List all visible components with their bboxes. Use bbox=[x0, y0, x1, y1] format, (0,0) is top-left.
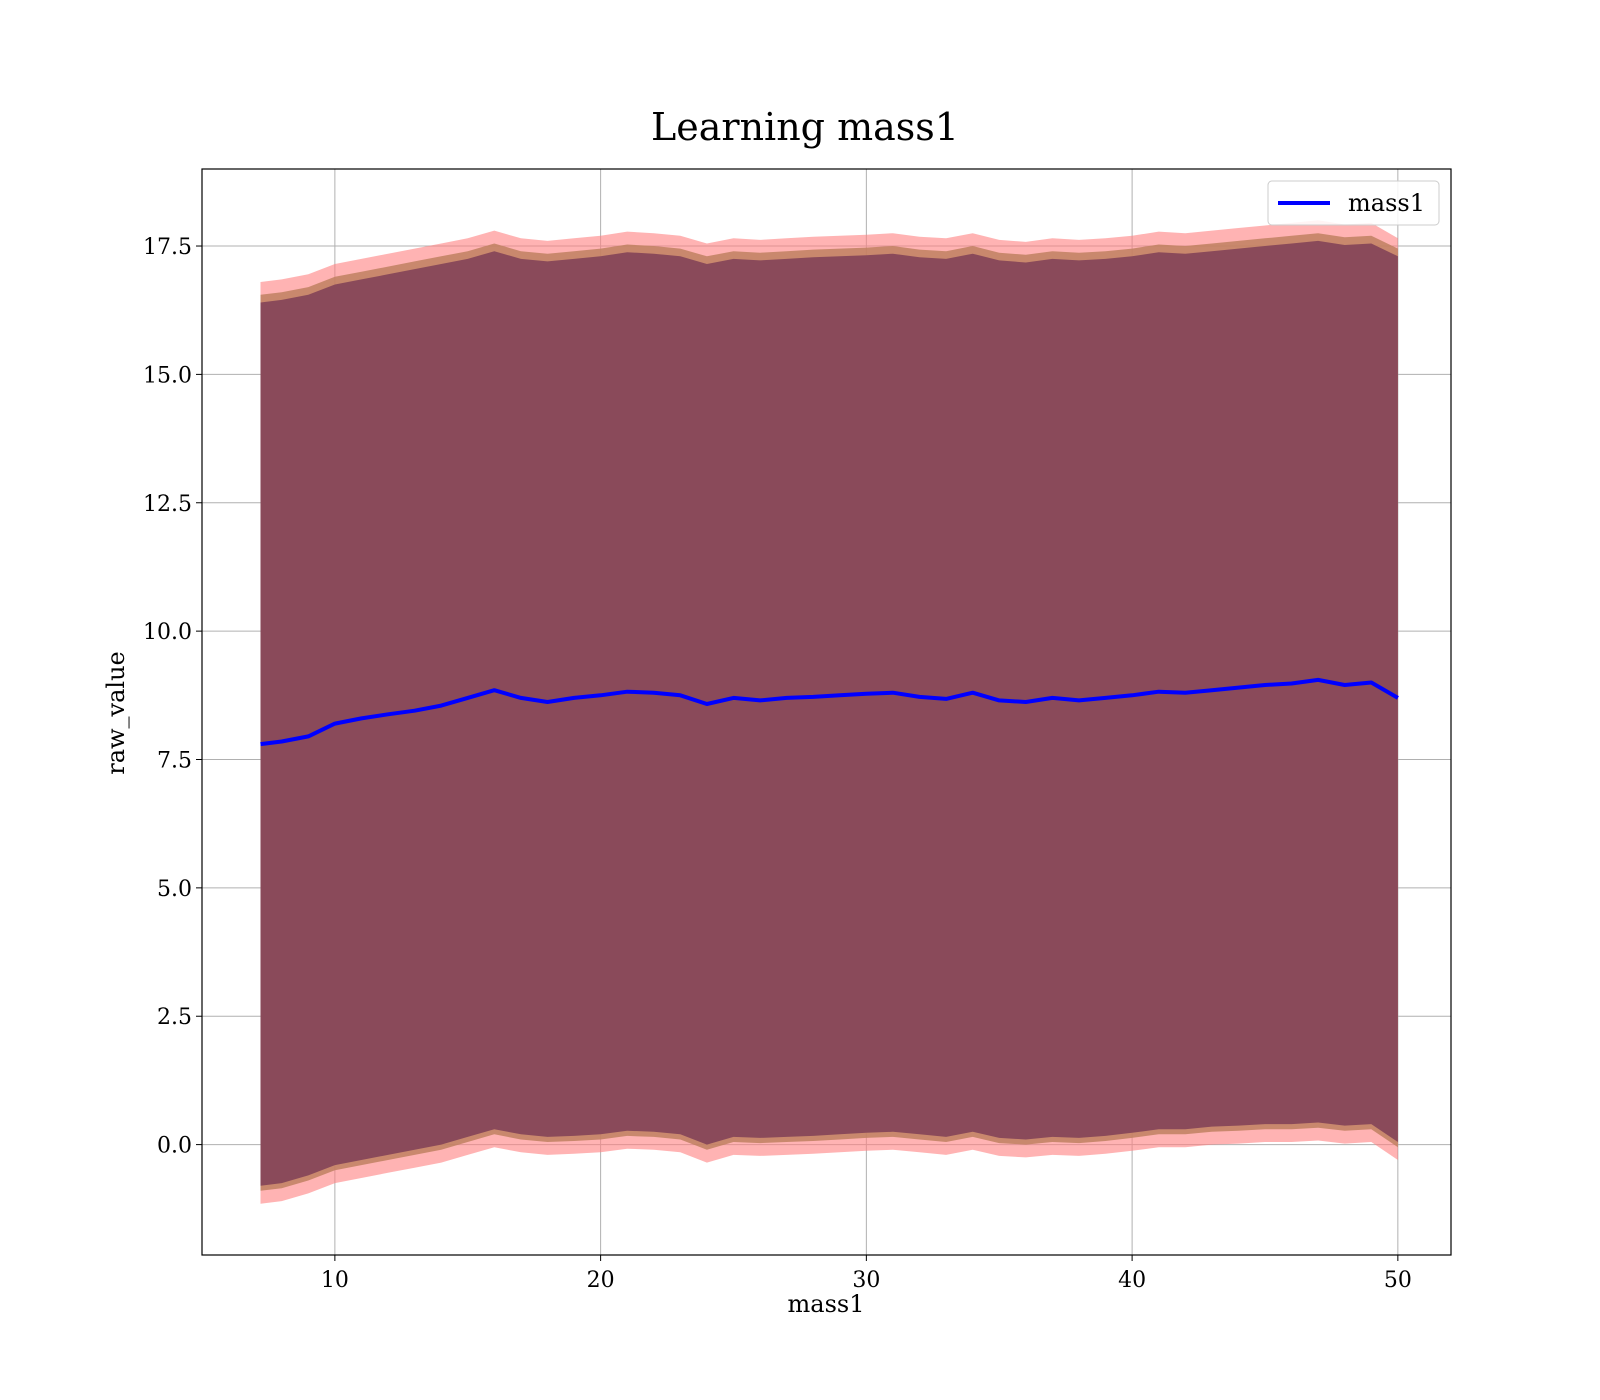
y-tick-label: 15.0 bbox=[143, 363, 192, 388]
legend: mass1 bbox=[1267, 180, 1440, 226]
data-series bbox=[260, 677, 1399, 747]
plot-frame bbox=[201, 168, 1452, 1256]
legend-label-mass1: mass1 bbox=[1348, 189, 1425, 217]
legend-box bbox=[1267, 180, 1440, 226]
x-tick-label: 10 bbox=[321, 1268, 349, 1293]
y-tick-label: 17.5 bbox=[143, 235, 192, 260]
y-tick-label: 7.5 bbox=[157, 748, 192, 773]
y-tick-label: 12.5 bbox=[143, 492, 192, 517]
y-tick-label: 2.5 bbox=[157, 1005, 192, 1030]
x-axis-label: mass1 bbox=[788, 1290, 865, 1318]
x-axis-ticks: 10 20 30 40 50 bbox=[321, 1255, 1412, 1293]
chart-title: Learning mass1 bbox=[651, 105, 959, 149]
x-tick-label: 20 bbox=[587, 1268, 615, 1293]
y-axis-ticks: 0.0 2.5 5.0 7.5 10.0 12.5 15.0 17.5 bbox=[143, 235, 202, 1159]
y-tick-label: 10.0 bbox=[143, 620, 192, 645]
confidence-bands bbox=[260, 220, 1398, 1204]
y-tick-label: 5.0 bbox=[157, 877, 192, 902]
y-tick-label: 0.0 bbox=[157, 1134, 192, 1159]
band-2 bbox=[260, 240, 1398, 1186]
x-tick-label: 50 bbox=[1384, 1268, 1412, 1293]
series-line-mass1 bbox=[260, 677, 1399, 747]
x-tick-label: 40 bbox=[1118, 1268, 1146, 1293]
y-axis-label: raw_value bbox=[102, 651, 130, 775]
x-tick-label: 30 bbox=[852, 1268, 880, 1293]
